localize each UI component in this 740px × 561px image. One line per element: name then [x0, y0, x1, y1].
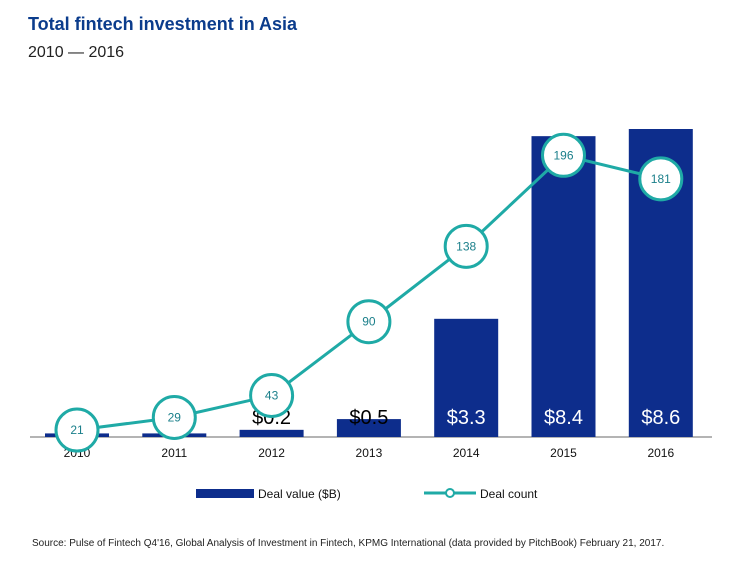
x-tick-2013: 2013 — [356, 446, 383, 460]
deal-count-label-2014: 138 — [456, 239, 476, 253]
bar-label-2015: $8.4 — [544, 407, 583, 429]
deal-count-point-2013 — [346, 299, 392, 345]
deal-count-label-2015: 196 — [553, 148, 573, 162]
bar-2014 — [434, 318, 499, 437]
legend-swatch-deal-count-marker — [445, 488, 455, 498]
x-tick-2016: 2016 — [647, 446, 674, 460]
chart-area: $0.2 $0.5 $3.3 $8.4 $8.6 2010 2011 2012 2013 201… — [30, 129, 712, 501]
deal-count-label-2016: 181 — [651, 172, 671, 186]
source-note: Source: Pulse of Fintech Q4'16, Global A… — [32, 538, 665, 549]
legend-label-deal-value: Deal value ($B) — [258, 487, 341, 501]
legend-label-deal-count: Deal count — [480, 487, 538, 501]
bar-label-2014: $3.3 — [447, 407, 486, 429]
bar-label-2013: $0.5 — [349, 407, 388, 429]
legend-swatch-deal-value — [196, 489, 254, 498]
x-tick-2011: 2011 — [161, 446, 187, 460]
x-tick-2012: 2012 — [258, 446, 285, 460]
deal-count-label-2011: 29 — [168, 410, 182, 424]
bar-label-2016: $8.6 — [641, 407, 680, 429]
deal-count-label-2013: 90 — [362, 315, 376, 329]
deal-count-point-2016 — [638, 156, 684, 202]
x-tick-2014: 2014 — [453, 446, 480, 460]
bar-2013 — [336, 419, 401, 437]
bar-2015 — [531, 136, 596, 438]
deal-count-point-2012 — [249, 372, 295, 418]
deal-count-point-2010 — [54, 407, 100, 453]
bar-2012 — [239, 429, 304, 437]
deal-count-point-2014 — [443, 223, 489, 269]
chart-subtitle: 2010 — 2016 — [28, 44, 125, 61]
deal-count-label-2010: 21 — [70, 423, 84, 437]
deal-count-point-2011 — [151, 394, 197, 440]
x-tick-2015: 2015 — [550, 446, 577, 460]
deal-count-point-2015 — [541, 132, 586, 178]
deal-count-label-2012: 43 — [265, 388, 279, 402]
chart-title: Total fintech investment in Asia — [28, 14, 298, 34]
legend: Deal value ($B) Deal count — [196, 487, 538, 501]
